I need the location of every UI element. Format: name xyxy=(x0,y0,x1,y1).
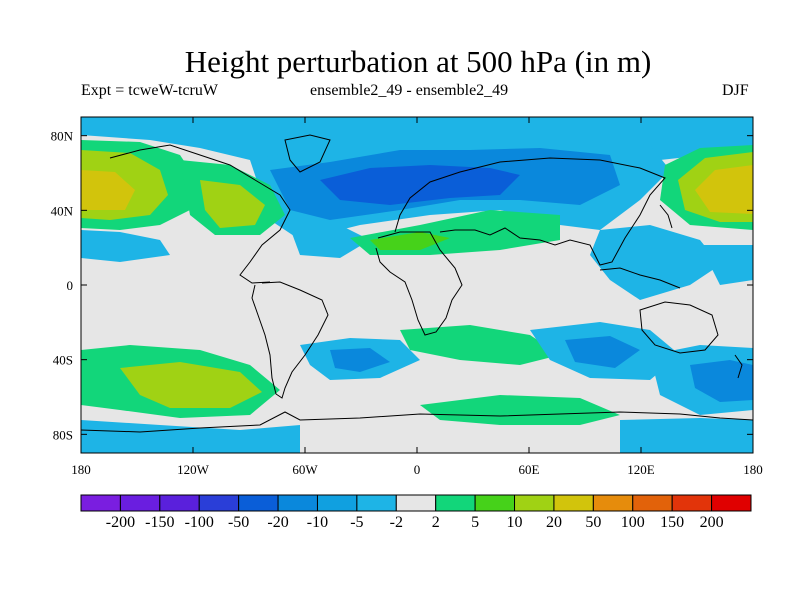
colorbar-swatch xyxy=(514,494,555,512)
contour-atlantic-neg xyxy=(290,225,370,258)
contour-pacific-east-core xyxy=(695,165,753,214)
colorbar-label: 2 xyxy=(432,514,440,531)
colorbar-label: -200 xyxy=(106,514,135,531)
x-tick-label: 180 xyxy=(71,462,91,477)
colorbar-swatch xyxy=(553,494,594,512)
colorbar-swatch xyxy=(711,494,752,512)
y-tick-label: 80S xyxy=(53,427,73,442)
colorbar-label: 20 xyxy=(546,514,562,531)
y-tick-label: 40N xyxy=(51,203,74,218)
contour-tropical-pacific-neg xyxy=(700,245,753,285)
colorbar-swatch xyxy=(277,494,318,512)
colorbar-label: -150 xyxy=(145,514,174,531)
colorbar-swatch xyxy=(356,494,397,512)
axis-ticks xyxy=(80,117,754,453)
coast-indonesia xyxy=(599,267,681,289)
colorbar-swatch xyxy=(435,494,476,512)
colorbar-label: 10 xyxy=(507,514,523,531)
axis-tick-labels: 180 120W 60W 0 60E 120E 180 80N 40N 0 40S 80S xyxy=(51,129,763,477)
coast-greenland xyxy=(284,134,331,173)
coast-new-zealand xyxy=(734,354,743,379)
colorbar-label: -100 xyxy=(185,514,214,531)
contour-s-atlantic-core xyxy=(330,348,390,372)
contour-s-indian-core xyxy=(565,336,640,368)
colorbar-label: -20 xyxy=(267,514,288,531)
x-tick-label: 180 xyxy=(743,462,763,477)
contour-s-pacific-core xyxy=(690,360,753,402)
contour-southern-ocean-pos xyxy=(420,395,620,425)
colorbar-swatch xyxy=(119,494,161,512)
colorbar-label: -50 xyxy=(228,514,249,531)
colorbar-label: -2 xyxy=(390,514,403,531)
coast-africa xyxy=(375,231,463,336)
x-tick-label: 60E xyxy=(519,462,540,477)
x-tick-label: 60W xyxy=(292,462,318,477)
coast-south-america xyxy=(251,281,329,399)
colorbar-swatch xyxy=(671,494,713,512)
colorbar-label: 200 xyxy=(700,514,724,531)
contour-na-core xyxy=(200,180,265,228)
x-tick-label: 0 xyxy=(414,462,421,477)
coast-north-america xyxy=(109,144,291,284)
season-label: DJF xyxy=(722,82,749,99)
colorbar-label: -5 xyxy=(350,514,363,531)
contour-pacific-west-core xyxy=(81,170,135,210)
y-tick-label: 40S xyxy=(53,353,73,368)
colorbar-swatch xyxy=(474,494,516,512)
y-tick-label: 80N xyxy=(51,129,74,144)
colorbar-swatch xyxy=(395,494,437,512)
coast-japan xyxy=(659,204,673,229)
colorbar-swatch xyxy=(80,494,121,512)
colorbar-label: -10 xyxy=(307,514,328,531)
colorbar-label: 100 xyxy=(621,514,645,531)
coast-australia xyxy=(639,301,719,354)
contour-pacific-neg xyxy=(81,230,170,262)
colorbar-swatch xyxy=(592,494,634,512)
colorbar-swatch xyxy=(159,494,200,512)
contour-field xyxy=(81,117,753,453)
coastlines xyxy=(81,134,753,433)
colorbar-swatch xyxy=(198,494,240,512)
contour-eurasia-core xyxy=(320,165,520,205)
colorbar-label: 50 xyxy=(585,514,601,531)
experiment-label: Expt = tcweW-tcruW xyxy=(81,82,218,99)
contour-medit-core xyxy=(370,232,450,250)
contour-asia-neg xyxy=(590,225,720,300)
coast-europe-asia xyxy=(394,157,666,266)
contour-s-indian-pos xyxy=(400,325,560,365)
colorbar-swatch xyxy=(238,494,279,512)
colorbar-swatch xyxy=(316,494,358,512)
contour-se-pacific-core xyxy=(120,362,262,408)
colorbar: -200 -150 -100 -50 -20 -10 -5 -2 2 5 10 20 50 100 150 2… xyxy=(80,494,752,531)
x-tick-label: 120W xyxy=(177,462,210,477)
colorbar-label: 5 xyxy=(471,514,479,531)
colorbar-swatch xyxy=(632,494,673,512)
x-tick-label: 120E xyxy=(627,462,655,477)
y-tick-label: 0 xyxy=(67,278,74,293)
coast-antarctica xyxy=(81,411,753,433)
contour-antarctic-neg-east xyxy=(620,418,753,453)
ensemble-label: ensemble2_49 - ensemble2_49 xyxy=(310,82,509,99)
colorbar-label: 150 xyxy=(660,514,684,531)
chart-title: Height perturbation at 500 hPa (in m) xyxy=(184,44,652,79)
contour-antarctic-neg xyxy=(81,420,300,453)
